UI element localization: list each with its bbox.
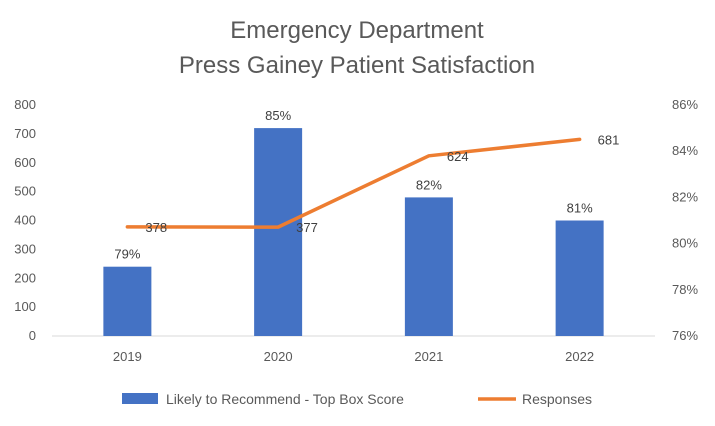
x-tick-label: 2021 bbox=[414, 349, 443, 364]
bar bbox=[555, 220, 604, 336]
bar bbox=[254, 128, 303, 336]
legend-bar-label: Likely to Recommend - Top Box Score bbox=[166, 391, 404, 407]
bar-data-label: 81% bbox=[567, 201, 593, 216]
legend-line-label: Responses bbox=[522, 391, 592, 407]
bar-data-label: 85% bbox=[265, 108, 291, 123]
plot-area: 0 100 200 300 400 500 600 700 800 76% 78% 80% 82% 84%… bbox=[14, 97, 698, 364]
y-right-tick-label: 78% bbox=[672, 282, 698, 297]
legend: Likely to Recommend - Top Box Score Respo… bbox=[122, 391, 592, 407]
y-left-tick-label: 600 bbox=[14, 155, 36, 170]
y-left-tick-label: 0 bbox=[29, 328, 36, 343]
x-tick-label: 2020 bbox=[264, 349, 293, 364]
bar-data-label: 82% bbox=[416, 177, 442, 192]
line-data-label: 377 bbox=[296, 220, 318, 235]
line-data-label: 681 bbox=[598, 132, 620, 147]
y-right-tick-label: 82% bbox=[672, 189, 698, 204]
y-left-tick-label: 800 bbox=[14, 97, 36, 112]
chart-title: Emergency Department bbox=[230, 17, 484, 44]
y-left-tick-label: 400 bbox=[14, 213, 36, 228]
bar bbox=[404, 197, 453, 336]
y-right-tick-label: 86% bbox=[672, 97, 698, 112]
y-left-tick-label: 300 bbox=[14, 241, 36, 256]
bar bbox=[103, 266, 152, 336]
x-tick-label: 2022 bbox=[565, 349, 594, 364]
y-right-tick-label: 84% bbox=[672, 143, 698, 158]
y-left-tick-label: 100 bbox=[14, 299, 36, 314]
y-right-tick-label: 76% bbox=[672, 328, 698, 343]
y-left-tick-label: 700 bbox=[14, 126, 36, 141]
line-data-label: 378 bbox=[145, 220, 167, 235]
y-right-tick-label: 80% bbox=[672, 236, 698, 251]
chart-subtitle: Press Gainey Patient Satisfaction bbox=[179, 52, 535, 79]
x-tick-label: 2019 bbox=[113, 349, 142, 364]
y-left-tick-label: 200 bbox=[14, 270, 36, 285]
responses-line bbox=[125, 137, 582, 229]
legend-bar-swatch bbox=[122, 393, 158, 404]
bar-data-label: 79% bbox=[114, 247, 140, 262]
line-data-label: 624 bbox=[447, 149, 469, 164]
y-left-tick-label: 500 bbox=[14, 184, 36, 199]
